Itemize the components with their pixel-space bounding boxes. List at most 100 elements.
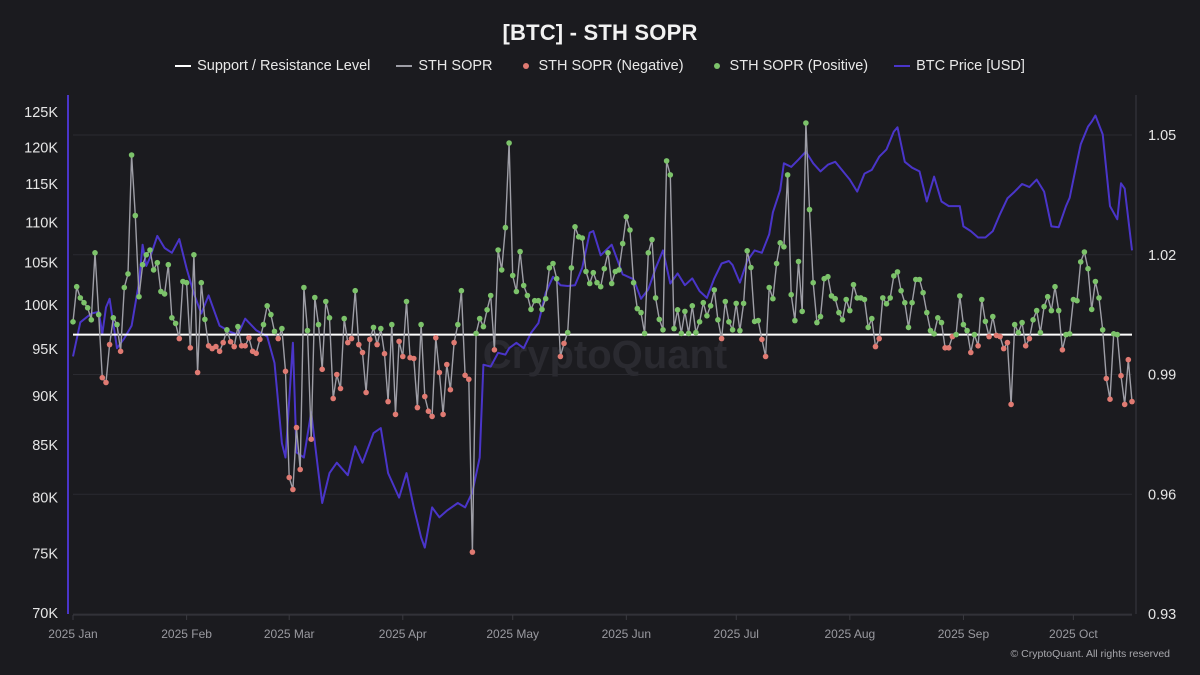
sopr-dot-positive [352,287,359,294]
sopr-dot-positive [836,309,842,316]
sopr-dot-negative [1125,356,1132,363]
y-right-tick-label: 0.93 [1148,607,1176,623]
sopr-dot-positive [271,328,278,335]
sopr-dot-negative [762,353,769,360]
sopr-dot-positive [667,172,674,178]
sopr-dot-positive [202,316,208,323]
sopr-dot-positive [1099,327,1106,333]
sopr-dot-positive [605,250,611,256]
legend-label: STH SOPR (Negative) [538,58,684,74]
sopr-dot-positive [183,279,190,286]
sopr-dot-positive [601,265,608,272]
sopr-dot-negative [297,466,304,473]
sopr-dot-positive [480,323,487,330]
btc-price-series [72,114,1133,549]
x-tick-label: 2025 May [486,627,539,641]
sopr-dot-negative [293,424,300,431]
sopr-dot-positive [198,279,205,286]
sopr-dot-negative [1103,375,1110,382]
sopr-dot-positive [132,212,139,219]
sopr-dot-positive [1085,265,1091,272]
sopr-dot-negative [491,347,498,353]
sopr-dot-positive [301,284,307,291]
sopr-dot-positive [528,306,534,313]
sopr-dot-positive [161,291,168,297]
sopr-dot-positive [304,327,311,334]
sopr-dot-negative [718,335,725,342]
sopr-dot-positive [715,317,721,323]
sopr-dot-negative [385,398,391,405]
legend-swatch-dot [522,63,529,69]
sopr-dot-positive [803,120,809,126]
sopr-dot-positive [110,315,117,321]
sopr-dot-negative [216,348,223,355]
sopr-dot-positive [378,325,384,332]
sopr-dot-negative [1000,345,1007,352]
sopr-dot-positive [924,309,930,316]
sopr-dot-positive [136,293,142,300]
legend-label: Support / Resistance Level [197,58,371,74]
y-left-tick-label: 100K [24,298,58,314]
sopr-dot-positive [909,299,915,306]
sopr-dot-positive [455,321,461,328]
legend-item-sth-sopr-positive[interactable]: STH SOPR (Positive) [710,58,869,74]
sopr-dot-negative [106,341,113,348]
sopr-dot-negative [194,369,201,376]
legend-item-sth-sopr-negative[interactable]: STH SOPR (Negative) [519,58,684,74]
sopr-dot-positive [1015,329,1022,336]
sopr-dot-positive [726,319,732,325]
sopr-dot-positive [583,268,589,275]
sopr-dot-positive [1052,283,1058,290]
sopr-dot-positive [678,330,685,337]
sopr-dot-positive [169,315,175,321]
sopr-dot-negative [1107,396,1113,403]
legend-swatch-line [175,65,192,67]
legend-label: STH SOPR (Positive) [729,58,869,74]
sopr-dot-positive [979,296,985,303]
sopr-dot-positive [458,287,465,294]
x-tick-label: 2025 Jun [602,627,651,641]
legend-item-sth-sopr[interactable]: STH SOPR [396,58,493,74]
sopr-dot-negative [997,333,1003,340]
sopr-dot-positive [869,315,875,322]
y-right-tick-label: 1.05 [1148,128,1176,144]
y-right-tick-label: 1.02 [1148,248,1176,264]
sopr-dot-positive [1033,307,1040,314]
sopr-dot-negative [246,335,252,341]
sopr-dot-negative [330,395,337,402]
sopr-dot-positive [957,293,963,299]
sopr-dot-positive [920,289,926,296]
sopr-dot-positive [586,280,593,287]
sopr-dot-positive [550,260,556,267]
sopr-dot-positive [733,300,739,307]
sopr-dot-positive [418,321,424,328]
sopr-dot-positive [777,240,783,246]
sopr-dot-positive [674,307,681,313]
sopr-dot-positive [795,258,802,265]
y-left-tick-label: 80K [32,491,58,507]
sopr-dot-positive [883,301,890,307]
y-right-tick-label: 0.99 [1148,368,1176,384]
sopr-dot-positive [513,288,520,295]
sopr-dot-positive [553,275,560,282]
sopr-dot-positive [473,330,479,337]
sopr-dot-negative [103,379,109,386]
legend-item-btc-price[interactable]: BTC Price [USD] [894,58,1025,74]
sopr-dot-negative [451,339,457,346]
sopr-dot-positive [755,317,761,324]
y-left-tick-label: 75K [32,546,58,562]
sopr-dot-negative [374,341,380,348]
sopr-dot-positive [608,280,615,287]
legend-item-support-resistance[interactable]: Support / Resistance Level [175,58,370,74]
x-tick-label: 2025 Aug [824,627,875,641]
legend-label: BTC Price [USD] [916,58,1025,74]
sopr-dot-positive [990,313,996,320]
sopr-dot-positive [81,299,87,306]
sopr-dot-positive [740,300,747,307]
sopr-dot-positive [1011,321,1018,328]
sopr-dot-positive [623,214,630,220]
x-tick-label: 2025 Sep [938,627,990,641]
sopr-dot-positive [114,321,120,328]
sopr-dot-negative [356,341,362,348]
legend-swatch-line [894,65,911,67]
